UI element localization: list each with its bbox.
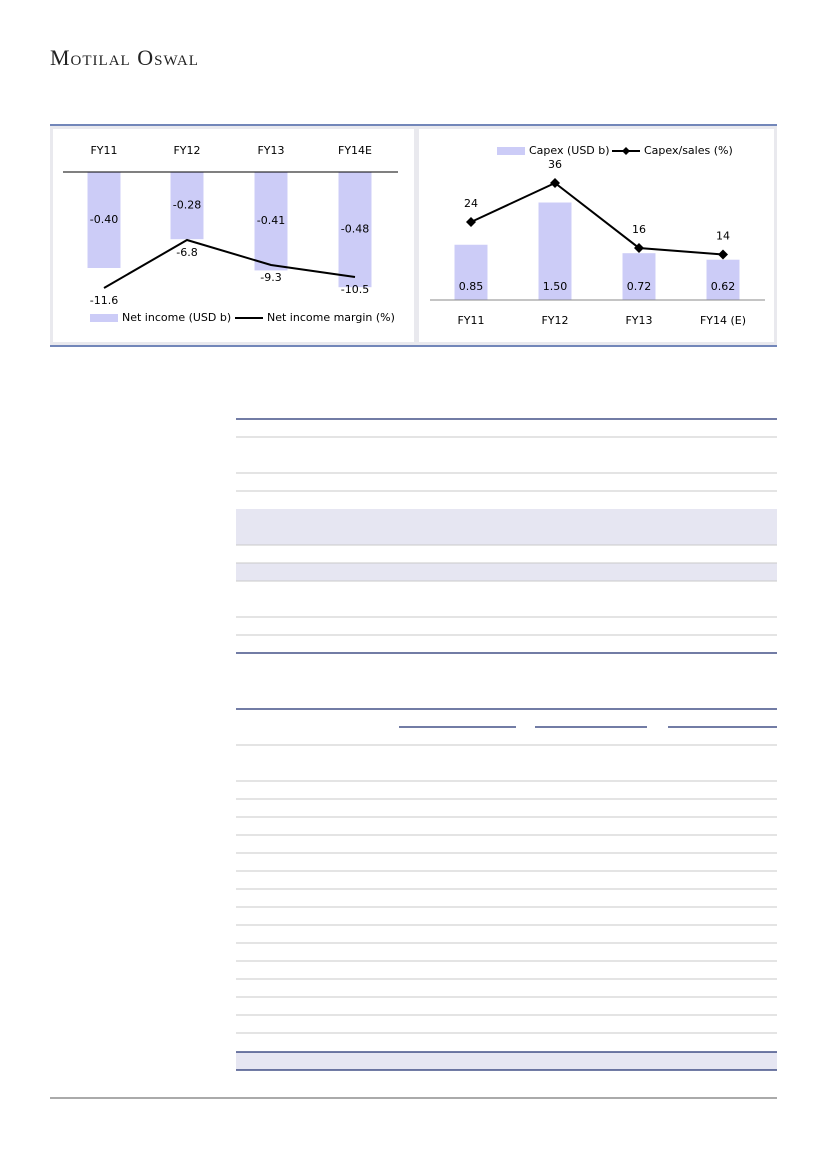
legend-label: Net income margin (%): [267, 311, 395, 324]
line-value-label: -6.8: [176, 246, 197, 259]
bar-value-label: 0.85: [459, 280, 484, 293]
x-tick-label: FY11: [457, 314, 484, 327]
bar: [538, 202, 572, 300]
legend-swatch: [90, 314, 118, 322]
bar: [170, 172, 204, 240]
legend-label: Net income (USD b): [122, 311, 231, 324]
x-tick-label: FY14 (E): [700, 314, 746, 327]
line-value-label: -10.5: [341, 283, 369, 296]
x-tick-label: FY13: [257, 144, 284, 157]
x-tick-label: FY12: [541, 314, 568, 327]
x-tick-label: FY11: [90, 144, 117, 157]
legend-swatch: [497, 147, 525, 155]
x-tick-label: FY12: [173, 144, 200, 157]
line-value-label: 16: [632, 223, 646, 236]
bar: [338, 172, 372, 288]
line-value-label: -11.6: [90, 294, 118, 307]
legend-label: Capex (USD b): [529, 144, 610, 157]
bar: [87, 172, 121, 268]
line-value-label: -9.3: [260, 271, 281, 284]
legend-label: Capex/sales (%): [644, 144, 733, 157]
line: [470, 181, 724, 256]
line-marker: [466, 217, 476, 227]
line-value-label: 24: [464, 197, 478, 210]
bar: [454, 244, 488, 300]
line-marker: [634, 243, 644, 253]
line-value-label: 36: [548, 158, 562, 171]
bar-value-label: 0.72: [627, 280, 652, 293]
panel-right: [419, 129, 774, 342]
bar: [254, 172, 288, 271]
legend-marker: [622, 147, 630, 155]
bar-value-label: -0.28: [173, 199, 201, 212]
brand: Motilal Oswal: [50, 45, 199, 70]
table-shade: [236, 563, 777, 581]
tables: [236, 418, 777, 1071]
x-tick-label: FY13: [625, 314, 652, 327]
line-marker: [718, 249, 728, 260]
bar: [622, 253, 656, 300]
bar: [706, 259, 740, 300]
bar-value-label: 1.50: [543, 280, 568, 293]
bar-value-label: 0.62: [711, 280, 736, 293]
table-shade: [236, 509, 777, 545]
table-shade: [236, 1052, 777, 1070]
bar-value-label: -0.40: [90, 213, 118, 226]
x-tick-label: FY14E: [338, 144, 372, 157]
bar-value-label: -0.41: [257, 214, 285, 227]
line-marker: [550, 178, 560, 188]
bar-value-label: -0.48: [341, 223, 369, 236]
line-value-label: 14: [716, 230, 730, 243]
line: [103, 238, 356, 289]
